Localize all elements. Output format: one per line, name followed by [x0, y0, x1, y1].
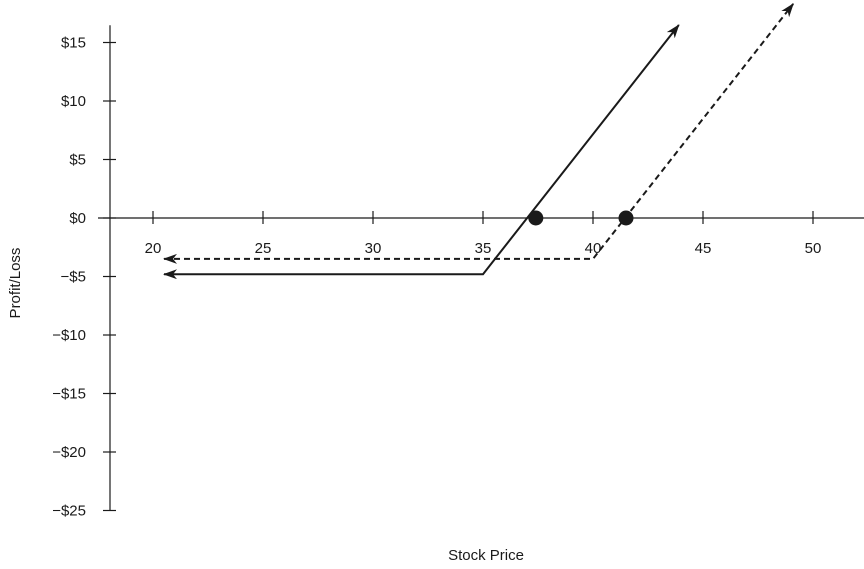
x-tick-label: 50 [805, 240, 822, 257]
x-tick-label: 40 [585, 240, 602, 257]
y-tick-label: −$25 [52, 503, 86, 520]
y-tick-label: $5 [69, 152, 86, 169]
x-tick-label: 20 [145, 240, 162, 257]
breakeven-point-dashed [618, 210, 634, 226]
x-tick-label: 25 [255, 240, 272, 257]
breakeven-point-solid [528, 210, 544, 226]
y-tick-label: $15 [61, 35, 86, 52]
x-tick-label: 30 [365, 240, 382, 257]
y-tick-label: −$20 [52, 444, 86, 461]
axes: $15 $10 $5 $0 −$5 −$10 −$15 −$20 −$25 20 25 30 35 40 4… [52, 25, 864, 520]
y-tick-label: −$15 [52, 386, 86, 403]
y-tick-label: −$10 [52, 327, 86, 344]
series-line-solid [163, 24, 680, 280]
x-tick-label: 45 [695, 240, 712, 257]
plot-area [163, 3, 794, 280]
x-axis-title: Stock Price [448, 547, 524, 564]
y-axis-title: Profit/Loss [7, 248, 24, 319]
x-tick-label: 35 [475, 240, 492, 257]
y-tick-label: −$5 [61, 269, 86, 286]
y-tick-label: $10 [61, 93, 86, 110]
y-tick-label: $0 [69, 210, 86, 227]
series-line-dashed [163, 3, 794, 264]
